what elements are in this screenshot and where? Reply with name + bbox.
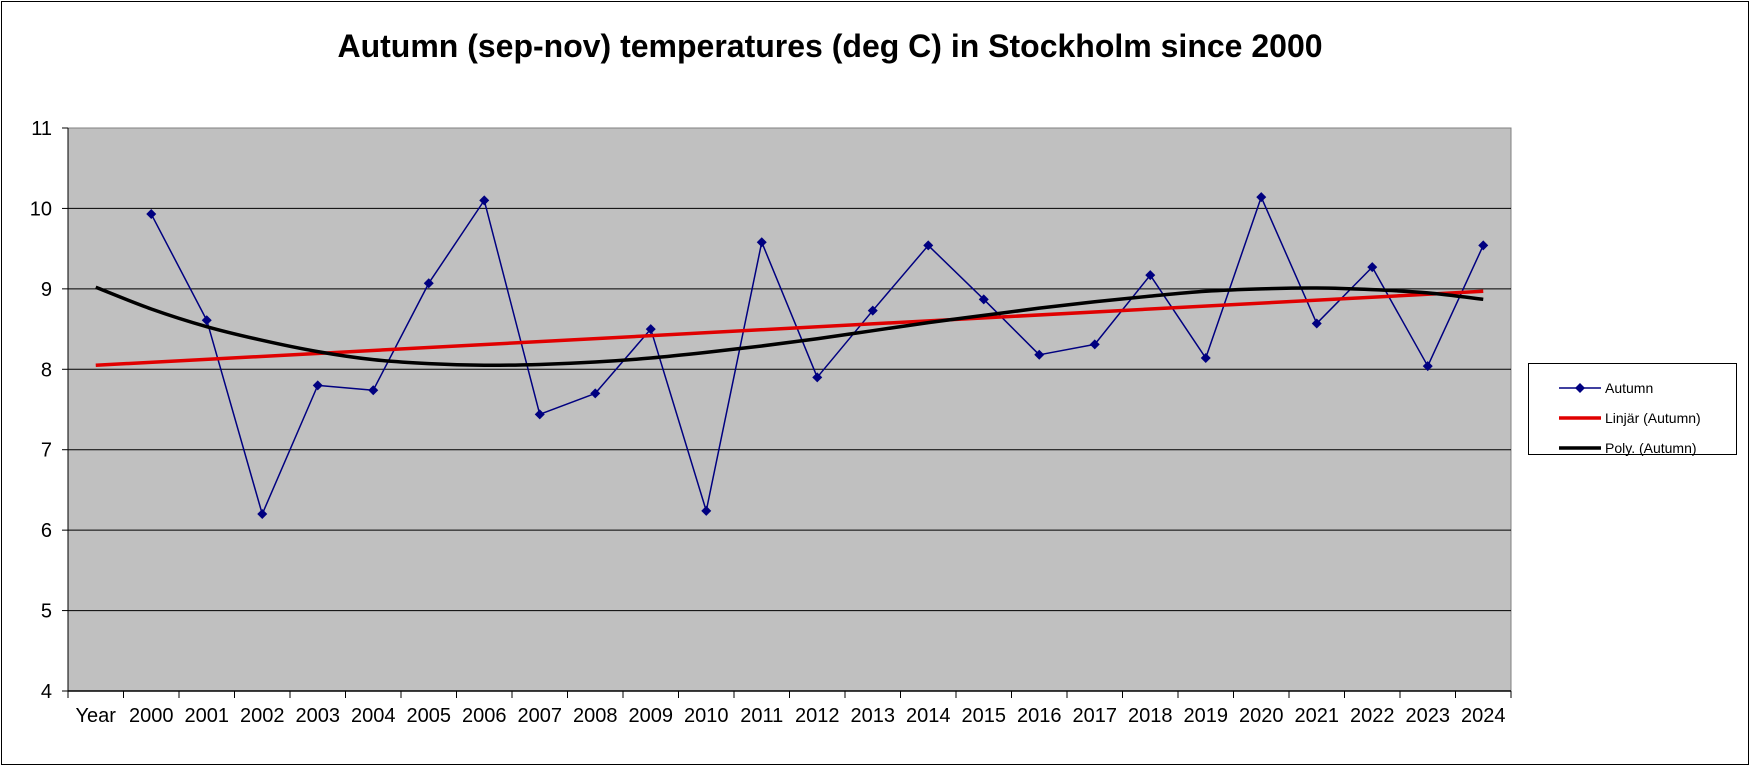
y-tick-label: 5 (41, 601, 52, 623)
legend-item-autumn: Autumn (1529, 378, 1736, 398)
x-tick-label: 2024 (1461, 705, 1506, 727)
data-point-marker (312, 380, 323, 391)
x-tick-label: 2012 (795, 705, 840, 727)
data-point-marker (1034, 349, 1045, 360)
data-point-marker (923, 240, 934, 251)
y-tick-label: 9 (41, 279, 52, 301)
x-tick-label: 2022 (1350, 705, 1395, 727)
x-tick-label: 2021 (1295, 705, 1340, 727)
data-point-marker (978, 294, 989, 305)
data-point-marker (1422, 361, 1433, 372)
data-point-marker (1311, 318, 1322, 329)
data-point-marker (534, 409, 545, 420)
data-point-marker (867, 305, 878, 316)
gridlines (68, 207, 1511, 612)
data-point-marker (1200, 353, 1211, 364)
data-point-marker (1256, 192, 1267, 203)
axes (62, 127, 1512, 698)
x-tick-label: 2020 (1239, 705, 1284, 727)
data-point-marker (1089, 339, 1100, 350)
x-tick-label: 2003 (296, 705, 341, 727)
legend: Autumn Linjär (Autumn) Poly. (Autumn) (1528, 363, 1737, 458)
y-tick-label: 7 (41, 440, 52, 462)
x-tick-label: 2023 (1406, 705, 1451, 727)
x-tick-label: 2014 (906, 705, 951, 727)
data-point-marker (479, 195, 490, 206)
x-tick-label: 2005 (407, 705, 452, 727)
legend-label-autumn: Autumn (1605, 380, 1654, 396)
x-tick-label: 2019 (1184, 705, 1229, 727)
y-tick-labels: 4 5 6 7 8 9 10 11 (30, 118, 52, 703)
y-tick-label: 11 (31, 118, 52, 140)
legend-item-poly: Poly. (Autumn) (1529, 438, 1736, 458)
data-point-marker (1478, 240, 1489, 251)
data-point-marker (368, 385, 379, 396)
x-tick-label: 2016 (1017, 705, 1062, 727)
data-point-marker (645, 324, 656, 335)
x-tick-labels: Year 2000 2001 2002 2003 2004 2005 2006 2007 2008… (76, 705, 1506, 727)
y-tick-label: 6 (41, 520, 52, 542)
legend-label-poly: Poly. (Autumn) (1605, 440, 1697, 456)
y-tick-label: 10 (30, 198, 52, 220)
x-tick-label: 2018 (1128, 705, 1173, 727)
data-point-marker (701, 505, 712, 516)
x-tick-label: 2017 (1073, 705, 1118, 727)
legend-label-linear: Linjär (Autumn) (1605, 410, 1701, 426)
data-point-marker (1367, 262, 1378, 273)
chart-title: Autumn (sep-nov) temperatures (deg C) in… (337, 28, 1323, 64)
x-tick-label: 2011 (740, 705, 783, 727)
x-tick-label: 2000 (129, 705, 174, 727)
y-tick-label: 4 (41, 681, 52, 703)
data-point-marker (146, 209, 157, 220)
x-tick-label: 2007 (518, 705, 563, 727)
x-tick-label: 2008 (573, 705, 618, 727)
x-tick-label: 2010 (684, 705, 729, 727)
data-point-marker (590, 388, 601, 399)
y-tick-label: 8 (41, 359, 52, 381)
plot-area (67, 127, 1512, 692)
legend-swatch-poly (1559, 446, 1601, 450)
legend-item-linear: Linjär (Autumn) (1529, 408, 1736, 428)
x-tick-label: 2004 (351, 705, 396, 727)
x-tick-label: 2002 (240, 705, 285, 727)
x-tick-label: 2001 (185, 705, 230, 727)
x-tick-label: Year (76, 705, 117, 727)
series-markers (146, 192, 1489, 520)
data-point-marker (812, 372, 823, 383)
legend-swatch-linear (1559, 416, 1601, 420)
data-point-marker (257, 509, 268, 520)
x-tick-label: 2013 (851, 705, 896, 727)
x-tick-label: 2006 (462, 705, 507, 727)
legend-swatch-autumn (1559, 383, 1601, 393)
data-point-marker (1145, 270, 1156, 281)
x-tick-label: 2009 (629, 705, 674, 727)
data-point-marker (423, 278, 434, 289)
x-tick-label: 2015 (962, 705, 1007, 727)
data-point-marker (756, 237, 767, 248)
data-point-marker (201, 315, 212, 326)
trend-poly-line (95, 285, 1484, 368)
